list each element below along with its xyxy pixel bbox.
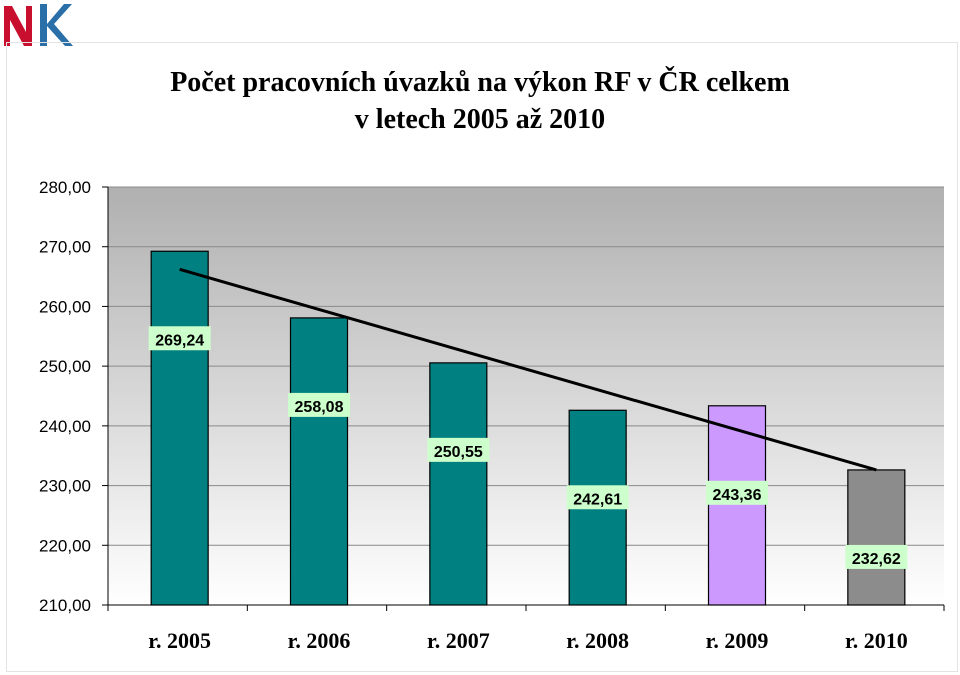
data-label: 243,36 xyxy=(706,480,768,505)
y-tick-label: 210,00 xyxy=(39,596,91,615)
y-tick-label: 270,00 xyxy=(39,238,91,257)
logo-icon xyxy=(0,0,82,50)
data-label-bg xyxy=(706,480,768,505)
chart-frame xyxy=(6,42,958,672)
x-tick-label: r. 2005 xyxy=(148,628,211,653)
data-label: 269,24 xyxy=(148,326,211,351)
y-tick-label: 260,00 xyxy=(39,297,91,316)
data-label-text: 242,61 xyxy=(573,491,622,508)
chart-title: Počet pracovních úvazků na výkon RF v ČR… xyxy=(0,64,960,138)
y-tick-label: 250,00 xyxy=(39,357,91,376)
data-label-bg xyxy=(845,544,908,569)
bar xyxy=(289,317,349,606)
bar xyxy=(429,362,488,606)
chart-title-line-1: Počet pracovních úvazků na výkon RF v ČR… xyxy=(170,67,790,98)
chart-title-line-2: v letech 2005 až 2010 xyxy=(354,104,606,135)
data-label: 258,08 xyxy=(288,392,350,417)
bar xyxy=(707,405,767,606)
bar xyxy=(150,250,209,606)
data-label: 242,61 xyxy=(566,485,629,510)
bar xyxy=(847,469,906,606)
x-tick-label: r. 2010 xyxy=(845,628,908,653)
data-label-bg xyxy=(566,485,629,510)
data-label-text: 232,62 xyxy=(852,551,901,568)
y-tick-label: 240,00 xyxy=(39,417,91,436)
data-label-bg xyxy=(427,437,490,462)
data-label: 250,55 xyxy=(427,437,490,462)
data-label-bg xyxy=(148,326,211,351)
x-tick-label: r. 2008 xyxy=(566,628,629,653)
data-label-bg xyxy=(288,392,350,417)
trendline xyxy=(179,267,877,472)
data-label-text: 250,55 xyxy=(434,444,483,461)
data-label: 232,62 xyxy=(845,544,908,569)
data-label-text: 243,36 xyxy=(713,487,762,504)
data-label-text: 269,24 xyxy=(155,332,204,349)
plot-area xyxy=(108,187,944,605)
y-tick-label: 280,00 xyxy=(39,178,91,197)
y-tick-label: 230,00 xyxy=(39,477,91,496)
y-tick-label: 220,00 xyxy=(39,536,91,555)
data-label-text: 258,08 xyxy=(295,399,344,416)
x-tick-label: r. 2009 xyxy=(706,628,769,653)
x-tick-label: r. 2006 xyxy=(288,628,351,653)
x-tick-label: r. 2007 xyxy=(427,628,490,653)
